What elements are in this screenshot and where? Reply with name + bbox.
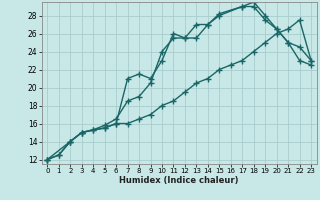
X-axis label: Humidex (Indice chaleur): Humidex (Indice chaleur) bbox=[119, 176, 239, 185]
